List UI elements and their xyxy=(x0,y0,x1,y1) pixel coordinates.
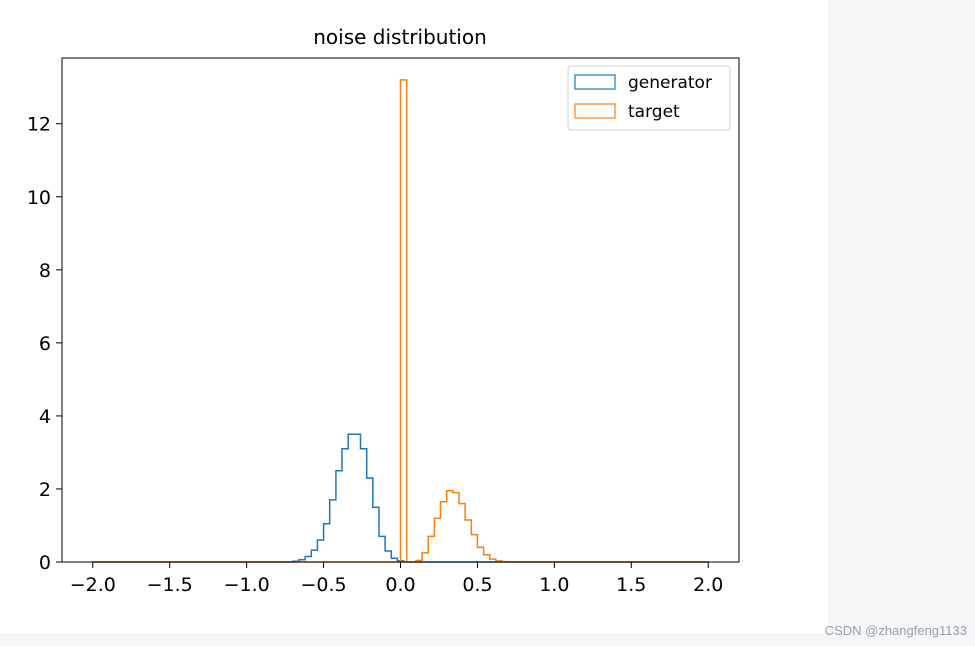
x-tick-label: −2.0 xyxy=(70,574,116,596)
legend-swatch-target xyxy=(574,103,616,119)
x-tick-label: 0.0 xyxy=(385,574,415,596)
watermark-text: CSDN @zhangfeng1133 xyxy=(824,623,967,638)
chart-title: noise distribution xyxy=(313,25,487,49)
legend: generator target xyxy=(567,65,731,131)
x-tick-label: −1.0 xyxy=(224,574,270,596)
ticks-layer: −2.0 −1.5 −1.0 −0.5 0.0 0.5 1.0 1.5 2.0 0 2 4 6 8 10 12 xyxy=(27,114,724,596)
x-tick-label: 1.5 xyxy=(616,574,646,596)
y-tick-label: 6 xyxy=(39,333,51,355)
series-target-step xyxy=(92,79,709,563)
series-generator-step xyxy=(92,433,709,563)
legend-label-target: target xyxy=(628,102,680,122)
x-tick-label: 1.0 xyxy=(539,574,569,596)
x-tick-label: −1.5 xyxy=(147,574,193,596)
side-panel-background xyxy=(828,0,975,646)
legend-swatch-generator xyxy=(574,74,616,90)
x-tick-label: 0.5 xyxy=(462,574,492,596)
x-tick-label: −0.5 xyxy=(300,574,346,596)
series-layer xyxy=(92,79,709,563)
legend-box xyxy=(567,65,731,131)
y-tick-label: 8 xyxy=(39,260,51,282)
y-tick-label: 2 xyxy=(39,479,51,501)
y-tick-label: 0 xyxy=(39,552,51,574)
legend-label-generator: generator xyxy=(628,73,712,93)
y-tick-label: 12 xyxy=(27,114,51,136)
y-tick-label: 4 xyxy=(39,406,51,428)
histogram-chart: noise distribution −2.0 −1.5 −1.0 −0.5 0.0 0.… xyxy=(27,25,740,596)
x-tick-label: 2.0 xyxy=(693,574,723,596)
bottom-strip-background xyxy=(0,633,828,646)
y-tick-label: 10 xyxy=(27,187,51,209)
